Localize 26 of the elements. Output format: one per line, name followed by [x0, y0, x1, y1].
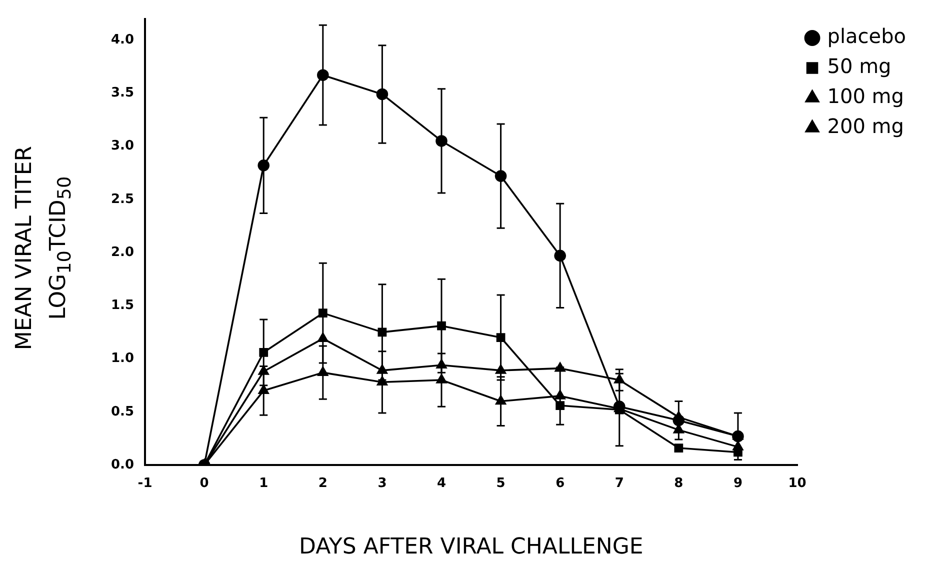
x-tick-label: 2 [318, 476, 328, 492]
x-tick-label: -1 [138, 476, 152, 492]
y-tick-label: 1.5 [111, 298, 134, 314]
y-tick-label: 0.0 [111, 457, 134, 472]
x-tick-label: 1 [259, 476, 268, 492]
x-tick-label: 7 [614, 476, 624, 492]
x-tick-label: 10 [788, 476, 806, 492]
legend-label: 100 mg [827, 84, 904, 108]
legend-label: 50 mg [827, 54, 892, 78]
x-tick-label: 8 [674, 476, 684, 492]
y-tick-label: 3.0 [111, 138, 134, 154]
y-tick-label: 2.0 [111, 244, 134, 260]
x-tick-label: 6 [556, 476, 565, 492]
y-tick-label: 2.5 [111, 192, 134, 207]
y-tick-label: 0.5 [111, 404, 134, 420]
x-tick-label: 9 [733, 476, 742, 492]
x-tick-label: 3 [378, 476, 387, 492]
x-tick-label: 4 [436, 476, 446, 492]
y-tick-label: 3.5 [111, 86, 134, 101]
x-axis-title: DAYS AFTER VIRAL CHALLENGE [299, 534, 644, 560]
y-tick-label: 4.0 [111, 32, 134, 48]
legend-label: placebo [827, 24, 906, 48]
y-tick-label: 1.0 [111, 351, 134, 366]
legend-label: 200 mg [827, 114, 904, 138]
x-tick-label: 5 [496, 476, 506, 492]
x-tick-label: 0 [200, 476, 209, 492]
